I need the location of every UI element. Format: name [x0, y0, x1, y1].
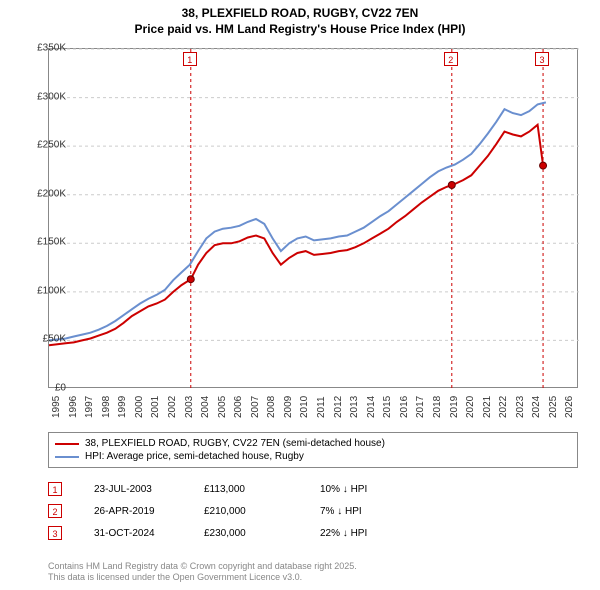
- y-tick-label: £200K: [22, 188, 66, 199]
- event-delta-3: 22% ↓ HPI: [320, 528, 450, 539]
- x-tick-label: 2025: [548, 396, 559, 418]
- y-tick-label: £300K: [22, 91, 66, 102]
- x-tick-label: 2021: [482, 396, 493, 418]
- x-tick-label: 1996: [68, 396, 79, 418]
- x-tick-label: 2011: [316, 396, 327, 418]
- chart-container: 38, PLEXFIELD ROAD, RUGBY, CV22 7EN Pric…: [0, 0, 600, 590]
- legend-label-2: HPI: Average price, semi-detached house,…: [85, 451, 304, 462]
- title-line-1: 38, PLEXFIELD ROAD, RUGBY, CV22 7EN: [0, 6, 600, 22]
- event-id-1: 1: [48, 482, 62, 496]
- x-tick-label: 1997: [84, 396, 95, 418]
- y-tick-label: £350K: [22, 43, 66, 54]
- footer: Contains HM Land Registry data © Crown c…: [48, 561, 357, 584]
- x-tick-label: 2014: [366, 396, 377, 418]
- x-tick-label: 2000: [134, 396, 145, 418]
- x-tick-label: 2016: [399, 396, 410, 418]
- x-tick-label: 1995: [51, 396, 62, 418]
- legend-item-2: HPI: Average price, semi-detached house,…: [55, 450, 571, 463]
- y-tick-label: £150K: [22, 237, 66, 248]
- event-date-2: 26-APR-2019: [68, 506, 198, 517]
- x-tick-label: 2003: [184, 396, 195, 418]
- x-tick-label: 2023: [515, 396, 526, 418]
- legend-label-1: 38, PLEXFIELD ROAD, RUGBY, CV22 7EN (sem…: [85, 438, 385, 449]
- x-tick-label: 2017: [415, 396, 426, 418]
- x-tick-label: 2004: [200, 396, 211, 418]
- x-tick-label: 1999: [117, 396, 128, 418]
- legend-item-1: 38, PLEXFIELD ROAD, RUGBY, CV22 7EN (sem…: [55, 437, 571, 450]
- x-tick-label: 2013: [349, 396, 360, 418]
- event-date-3: 31-OCT-2024: [68, 528, 198, 539]
- event-delta-2: 7% ↓ HPI: [320, 506, 450, 517]
- x-tick-label: 2007: [250, 396, 261, 418]
- footer-line-1: Contains HM Land Registry data © Crown c…: [48, 561, 357, 573]
- footer-line-2: This data is licensed under the Open Gov…: [48, 572, 357, 584]
- x-tick-label: 1998: [101, 396, 112, 418]
- event-id-2: 2: [48, 504, 62, 518]
- events-table: 1 23-JUL-2003 £113,000 10% ↓ HPI 2 26-AP…: [48, 478, 578, 544]
- title-block: 38, PLEXFIELD ROAD, RUGBY, CV22 7EN Pric…: [0, 0, 600, 39]
- plot-area: [48, 48, 578, 388]
- legend-swatch-2: [55, 456, 79, 458]
- x-tick-label: 2018: [432, 396, 443, 418]
- x-tick-label: 2019: [449, 396, 460, 418]
- x-tick-label: 2002: [167, 396, 178, 418]
- event-date-1: 23-JUL-2003: [68, 484, 198, 495]
- legend: 38, PLEXFIELD ROAD, RUGBY, CV22 7EN (sem…: [48, 432, 578, 468]
- x-tick-label: 2005: [217, 396, 228, 418]
- event-marker-2: 2: [444, 52, 458, 66]
- x-tick-label: 2020: [465, 396, 476, 418]
- x-tick-label: 2012: [333, 396, 344, 418]
- plot-svg: [49, 49, 577, 387]
- y-tick-label: £100K: [22, 285, 66, 296]
- event-row-1: 1 23-JUL-2003 £113,000 10% ↓ HPI: [48, 478, 578, 500]
- x-tick-label: 2022: [498, 396, 509, 418]
- x-tick-label: 2008: [266, 396, 277, 418]
- y-tick-label: £0: [22, 383, 66, 394]
- event-marker-3: 3: [535, 52, 549, 66]
- legend-swatch-1: [55, 443, 79, 445]
- x-tick-label: 2024: [531, 396, 542, 418]
- y-tick-label: £250K: [22, 140, 66, 151]
- event-price-2: £210,000: [204, 506, 314, 517]
- title-line-2: Price paid vs. HM Land Registry's House …: [0, 22, 600, 38]
- x-tick-label: 2001: [150, 396, 161, 418]
- x-tick-label: 2010: [299, 396, 310, 418]
- event-row-2: 2 26-APR-2019 £210,000 7% ↓ HPI: [48, 500, 578, 522]
- event-row-3: 3 31-OCT-2024 £230,000 22% ↓ HPI: [48, 522, 578, 544]
- x-tick-label: 2015: [382, 396, 393, 418]
- x-tick-label: 2009: [283, 396, 294, 418]
- event-price-1: £113,000: [204, 484, 314, 495]
- event-delta-1: 10% ↓ HPI: [320, 484, 450, 495]
- event-id-3: 3: [48, 526, 62, 540]
- x-tick-label: 2006: [233, 396, 244, 418]
- x-tick-label: 2026: [564, 396, 575, 418]
- y-tick-label: £50K: [22, 334, 66, 345]
- event-price-3: £230,000: [204, 528, 314, 539]
- event-marker-1: 1: [183, 52, 197, 66]
